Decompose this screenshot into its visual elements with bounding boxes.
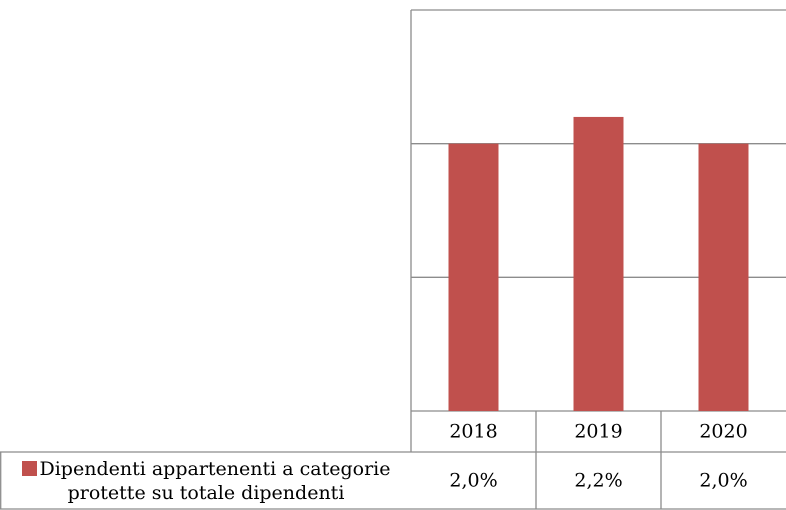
bar: [448, 143, 499, 411]
x-tick-label: 2019: [574, 421, 622, 443]
legend-label: Dipendenti appartenenti a categorie prot…: [39, 458, 391, 504]
x-tick-label: 2018: [449, 421, 497, 443]
x-tick-label: 2020: [699, 421, 747, 443]
table-value: 2,0%: [699, 470, 747, 492]
bar: [573, 116, 624, 411]
table-value: 2,2%: [574, 470, 622, 492]
legend: Dipendenti appartenenti a categorie prot…: [4, 452, 408, 510]
bar: [698, 143, 749, 411]
legend-swatch: [21, 461, 37, 476]
legend-entry: Dipendenti appartenenti a categorie prot…: [4, 457, 408, 505]
table-value: 2,0%: [449, 470, 497, 492]
